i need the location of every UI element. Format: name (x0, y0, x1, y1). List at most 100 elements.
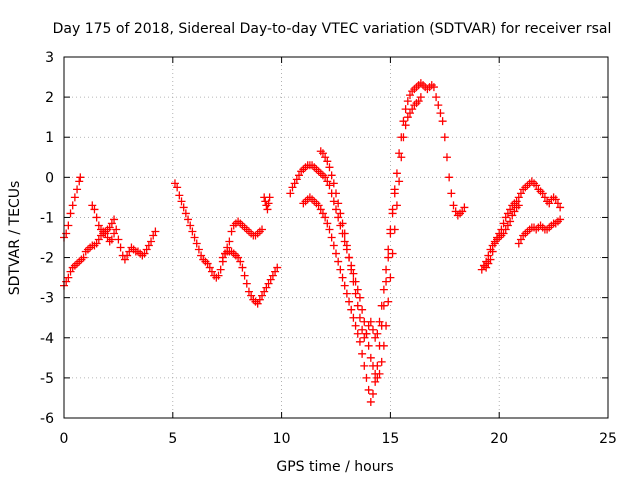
data-point (265, 193, 274, 202)
series-7 (299, 79, 469, 406)
data-point (514, 239, 523, 248)
data-point (329, 241, 338, 250)
data-point (388, 205, 397, 214)
data-point (244, 287, 253, 296)
data-point (197, 251, 206, 260)
data-point (516, 189, 525, 198)
data-point (395, 177, 404, 186)
chart-title: Day 175 of 2018, Sidereal Day-to-day VTE… (53, 21, 612, 37)
data-point (258, 225, 267, 234)
data-point (242, 279, 251, 288)
data-point (442, 153, 451, 162)
data-point (449, 201, 458, 210)
data-point (416, 93, 425, 102)
x-tick-label: 10 (273, 431, 291, 447)
data-point (353, 285, 362, 294)
data-point (203, 259, 212, 268)
data-point (553, 199, 562, 208)
data-point (397, 153, 406, 162)
data-point (382, 277, 391, 286)
data-point (395, 149, 404, 158)
y-tick-label: -5 (40, 371, 54, 387)
data-point (506, 217, 515, 226)
data-point (216, 265, 225, 274)
data-point (325, 163, 334, 172)
data-point (64, 273, 73, 282)
y-tick-label: -1 (40, 210, 54, 226)
data-point (314, 201, 323, 210)
data-point (149, 231, 158, 240)
data-point (484, 251, 493, 260)
x-tick-label: 20 (490, 431, 508, 447)
data-point (479, 261, 488, 270)
data-point (318, 209, 327, 218)
data-point (358, 349, 367, 358)
data-point (366, 317, 375, 326)
data-point (351, 321, 360, 330)
data-point (92, 213, 101, 222)
data-point (362, 373, 371, 382)
data-markers (60, 79, 565, 406)
data-point (147, 237, 156, 246)
data-point (260, 287, 269, 296)
data-point (384, 253, 393, 262)
series-8 (316, 147, 399, 342)
data-point (447, 189, 456, 198)
y-tick-label: 0 (45, 170, 54, 186)
data-point (192, 239, 201, 248)
data-point (366, 353, 375, 362)
data-point (120, 255, 129, 264)
data-point (334, 199, 343, 208)
data-point (353, 301, 362, 310)
data-point (342, 241, 351, 250)
data-point (340, 237, 349, 246)
data-point (506, 205, 515, 214)
data-point (329, 197, 338, 206)
data-point (332, 205, 340, 214)
data-point (340, 281, 349, 290)
data-point (94, 221, 103, 230)
data-point (112, 225, 121, 234)
data-point (355, 313, 364, 322)
data-point (384, 297, 393, 306)
data-point (379, 285, 388, 294)
data-point (516, 235, 525, 244)
data-point (214, 271, 223, 280)
data-point (486, 255, 495, 264)
data-point (123, 251, 132, 260)
series-4 (218, 247, 282, 308)
series-2 (88, 201, 160, 264)
data-point (368, 325, 377, 334)
data-point (295, 171, 304, 180)
data-point (218, 253, 227, 262)
data-point (90, 205, 99, 214)
data-point (240, 271, 249, 280)
data-point (273, 263, 282, 272)
data-point (477, 265, 486, 274)
y-tick-label: -6 (40, 411, 54, 427)
data-point (107, 219, 116, 228)
data-point (79, 253, 88, 262)
data-point (358, 325, 367, 334)
data-point (532, 181, 541, 190)
series-6 (286, 93, 425, 382)
data-point (73, 185, 82, 194)
data-point (514, 193, 523, 202)
data-point (336, 209, 345, 218)
data-point (538, 189, 547, 198)
data-point (364, 321, 373, 330)
data-point (503, 221, 512, 230)
data-point (325, 225, 334, 234)
data-point (508, 211, 517, 220)
data-point (401, 105, 410, 114)
data-point (194, 245, 203, 254)
data-point (551, 195, 560, 204)
y-tick-label: 1 (45, 130, 54, 146)
data-point (436, 109, 445, 118)
y-axis-label: SDTVAR / TECUs (7, 181, 23, 296)
data-point (360, 361, 369, 370)
data-point (375, 317, 384, 326)
data-point (377, 321, 386, 330)
data-point (397, 133, 406, 142)
